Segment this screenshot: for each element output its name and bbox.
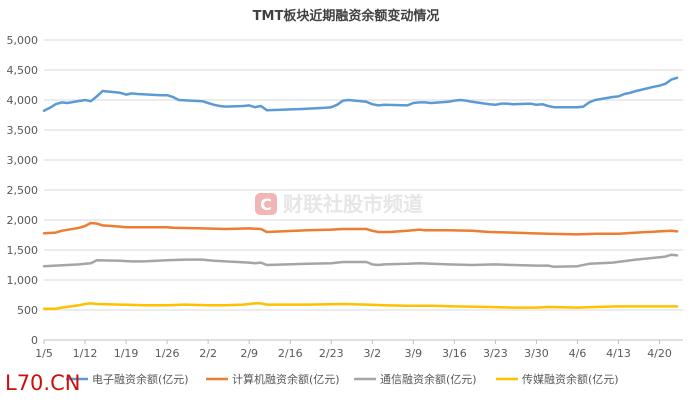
y-tick-label: 5,000 bbox=[7, 34, 39, 47]
series-lines bbox=[42, 76, 679, 311]
x-tick-label: 1/12 bbox=[73, 347, 98, 360]
x-axis: 1/5 1/12 1/19 1/26 2/2 2/9 2/16 2/23 3/2 3/9 3/16 3… bbox=[35, 340, 672, 360]
y-tick-label: 1,500 bbox=[7, 244, 39, 257]
series-line-1 bbox=[42, 76, 679, 113]
y-tick-label: 500 bbox=[17, 304, 38, 317]
series-line-2 bbox=[42, 221, 679, 236]
x-tick-label: 3/9 bbox=[404, 347, 422, 360]
watermark-text: 财联社股市频道 bbox=[283, 192, 423, 216]
x-tick-label: 4/20 bbox=[647, 347, 672, 360]
legend-label: 通信融资余额(亿元) bbox=[380, 372, 477, 386]
x-tick-label: 1/5 bbox=[35, 347, 53, 360]
watermark: C 财联社股市频道 bbox=[255, 192, 423, 216]
chart-title: TMT板块近期融资余额变动情况 bbox=[253, 8, 440, 24]
y-tick-label: 3,500 bbox=[7, 124, 39, 137]
x-tick-label: 3/2 bbox=[363, 347, 381, 360]
legend-label: 计算机融资余额(亿元) bbox=[232, 372, 340, 386]
x-tick-label: 4/13 bbox=[606, 347, 631, 360]
watermark-logo-icon bbox=[255, 193, 277, 215]
legend-label: 传媒融资余额(亿元) bbox=[522, 372, 619, 386]
y-tick-label: 4,500 bbox=[7, 64, 39, 77]
x-tick-label: 2/9 bbox=[240, 347, 258, 360]
x-tick-label: 2/23 bbox=[319, 347, 344, 360]
x-tick-label: 4/6 bbox=[569, 347, 587, 360]
y-tick-label: 0 bbox=[31, 334, 38, 347]
series-line-3 bbox=[42, 253, 679, 269]
x-tick-label: 3/23 bbox=[483, 347, 508, 360]
legend: 电子融资余额(亿元) 计算机融资余额(亿元) 通信融资余额(亿元) 传媒融资余额(亿元… bbox=[66, 372, 619, 386]
watermark-logo-letter: C bbox=[260, 195, 272, 214]
x-tick-label: 2/2 bbox=[199, 347, 217, 360]
y-tick-label: 2,000 bbox=[7, 214, 39, 227]
y-axis: 0 500 1,000 1,500 2,000 2,500 3,000 3,500 4,000 4… bbox=[7, 34, 39, 347]
x-tick-label: 1/19 bbox=[114, 347, 139, 360]
y-tick-label: 3,000 bbox=[7, 154, 39, 167]
x-tick-label: 3/16 bbox=[442, 347, 467, 360]
x-tick-label: 1/26 bbox=[155, 347, 180, 360]
y-tick-label: 1,000 bbox=[7, 274, 39, 287]
y-tick-label: 2,500 bbox=[7, 184, 39, 197]
x-tick-label: 3/30 bbox=[524, 347, 549, 360]
legend-label: 电子融资余额(亿元) bbox=[92, 372, 189, 386]
gridlines bbox=[44, 39, 683, 341]
y-tick-label: 4,000 bbox=[7, 94, 39, 107]
series-line-4 bbox=[42, 302, 679, 311]
x-tick-label: 2/16 bbox=[278, 347, 303, 360]
corner-label: L70.CN bbox=[5, 371, 80, 395]
